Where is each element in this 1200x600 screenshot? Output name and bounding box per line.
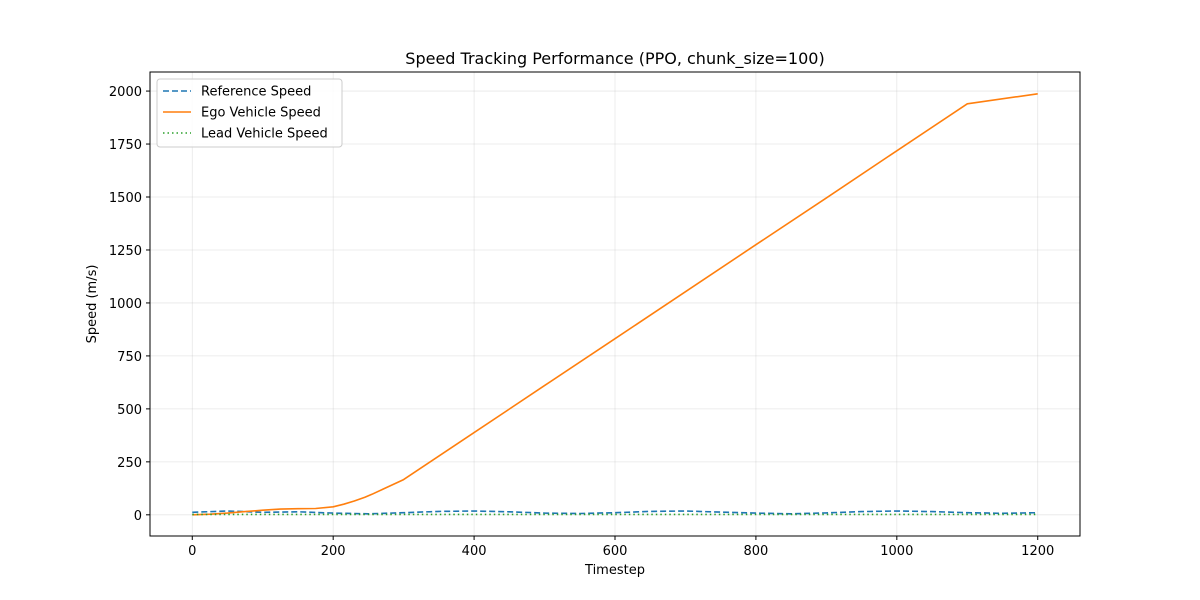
plot-area <box>150 72 1080 536</box>
x-tick-label: 200 <box>321 544 346 559</box>
x-tick-label: 600 <box>603 544 628 559</box>
series-layer <box>192 93 1038 516</box>
grid-lines <box>150 72 1080 536</box>
x-tick-label: 1000 <box>880 544 913 559</box>
x-tick-label: 0 <box>188 544 196 559</box>
x-tick-label: 800 <box>743 544 768 559</box>
series-line-1 <box>192 93 1038 516</box>
legend-label-2: Lead Vehicle Speed <box>201 127 328 142</box>
y-tick-label: 1750 <box>109 138 142 153</box>
y-axis-ticks: 0 250 500 750 1000 1250 1500 1750 2000 <box>109 85 150 524</box>
y-tick-label: 250 <box>117 456 142 471</box>
x-axis-label: Timestep <box>584 563 645 578</box>
y-tick-label: 500 <box>117 403 142 418</box>
y-tick-label: 750 <box>117 350 142 365</box>
y-tick-label: 1000 <box>109 297 142 312</box>
x-tick-label: 1200 <box>1021 544 1054 559</box>
y-tick-label: 1500 <box>109 191 142 206</box>
y-tick-label: 0 <box>134 509 142 524</box>
legend-label-0: Reference Speed <box>201 85 311 100</box>
y-tick-label: 2000 <box>109 85 142 100</box>
chart-title: Speed Tracking Performance (PPO, chunk_s… <box>405 49 824 69</box>
y-tick-label: 1250 <box>109 244 142 259</box>
legend: Reference Speed Ego Vehicle Speed Lead Veh… <box>156 78 343 148</box>
x-tick-label: 400 <box>462 544 487 559</box>
x-axis-ticks: 0 200 400 600 800 1000 1200 <box>188 536 1054 559</box>
series-line-0 <box>192 510 1038 515</box>
legend-label-1: Ego Vehicle Speed <box>201 106 321 121</box>
y-axis-label: Speed (m/s) <box>85 265 100 344</box>
legend-box <box>156 78 343 148</box>
